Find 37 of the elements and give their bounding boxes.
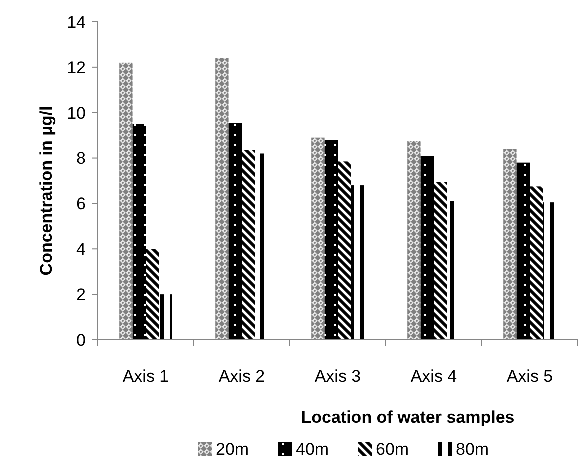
bar [351, 186, 364, 340]
bar [516, 162, 530, 340]
bar [120, 62, 133, 340]
x-tick-label: Axis 4 [410, 367, 458, 386]
bar [530, 186, 544, 340]
x-tick-label: Axis 1 [122, 367, 170, 386]
y-tick-label: 14 [67, 12, 86, 32]
legend-label: 40m [296, 440, 330, 459]
bar [324, 140, 338, 340]
x-tick-label: Axis 5 [506, 367, 554, 386]
bar [132, 124, 146, 340]
bar [312, 138, 325, 340]
y-tick-label: 12 [67, 58, 86, 78]
y-tick-label: 4 [76, 240, 86, 260]
bar [216, 58, 229, 340]
legend-label: 80m [456, 440, 490, 459]
legend-label: 20m [216, 440, 250, 459]
bar [420, 156, 434, 340]
bar [242, 150, 256, 340]
y-tick-label: 2 [76, 286, 86, 305]
y-tick-label: 8 [76, 149, 86, 168]
y-axis-title: Concentration in µg/l [37, 106, 56, 276]
x-axis-title: Location of water samples [301, 408, 515, 427]
x-tick-label: Axis 2 [218, 367, 266, 386]
bar [159, 294, 172, 340]
bar [338, 162, 352, 340]
bar [228, 123, 242, 340]
bar [447, 201, 460, 340]
bar [504, 149, 517, 340]
y-tick-label: 10 [67, 104, 86, 123]
legend-label: 60m [376, 440, 410, 459]
bar [434, 182, 448, 340]
x-tick-label: Axis 3 [314, 367, 362, 386]
bar [146, 249, 160, 340]
bar [408, 141, 421, 340]
y-tick-label: 6 [76, 194, 86, 214]
y-tick-label: 0 [76, 330, 86, 350]
